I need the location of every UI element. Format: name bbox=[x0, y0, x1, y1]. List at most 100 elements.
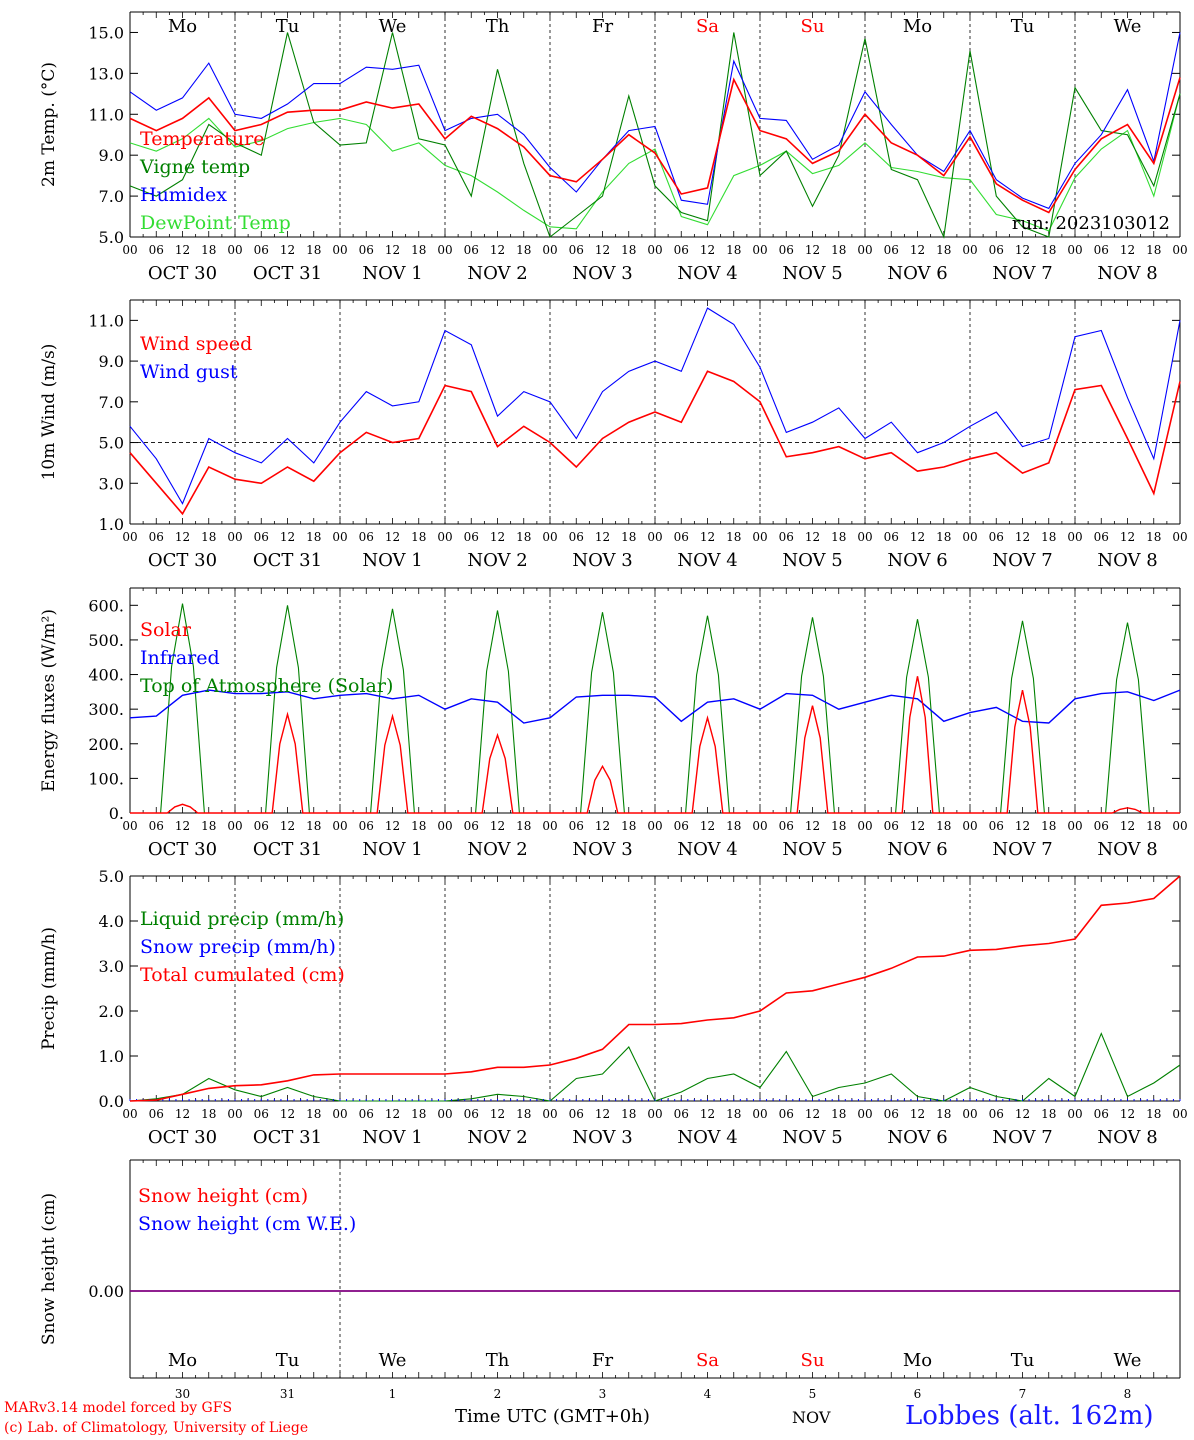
legend-entry: DewPoint Temp bbox=[140, 212, 291, 234]
hour-label: 18 bbox=[831, 243, 846, 257]
hour-label: 18 bbox=[411, 243, 426, 257]
day-number-label: 1 bbox=[389, 1387, 397, 1401]
hour-label: 12 bbox=[700, 243, 715, 257]
y-tick-label: 0.00 bbox=[88, 1282, 124, 1301]
panel-4: 0.0 1.0 2.0 3.0 4.0 5.0 Precip (mm/h) 00 06 12 18 O… bbox=[39, 867, 1188, 1148]
legend-entry: Wind gust bbox=[140, 361, 238, 383]
date-label: NOV 2 bbox=[467, 839, 527, 860]
hour-label: 00 bbox=[1067, 1107, 1082, 1121]
weekday-label: Mo bbox=[168, 16, 197, 37]
hour-label: 00 bbox=[437, 530, 452, 544]
hour-label: 00 bbox=[122, 819, 137, 833]
hour-label: 18 bbox=[306, 1107, 321, 1121]
series-line-total-cumulated bbox=[129, 875, 1181, 1102]
hour-label: 06 bbox=[674, 530, 689, 544]
day-number-label: 8 bbox=[1124, 1387, 1132, 1401]
y-tick-label: 2.0 bbox=[99, 1002, 124, 1021]
hour-label: 00 bbox=[857, 530, 872, 544]
hour-label: 12 bbox=[910, 819, 925, 833]
hour-label: 06 bbox=[464, 1107, 479, 1121]
hour-label: 00 bbox=[437, 1107, 452, 1121]
station-label: Lobbes (alt. 162m) bbox=[905, 1401, 1154, 1431]
hour-label: 18 bbox=[1146, 1107, 1161, 1121]
time-axis-title: Time UTC (GMT+0h) bbox=[455, 1406, 650, 1427]
hour-label: 06 bbox=[779, 1107, 794, 1121]
date-label: NOV 6 bbox=[887, 263, 947, 284]
day-number-label: 31 bbox=[280, 1387, 295, 1401]
hour-label: 12 bbox=[595, 1107, 610, 1121]
date-label: OCT 31 bbox=[253, 550, 322, 571]
hour-label: 00 bbox=[962, 819, 977, 833]
date-label: NOV 5 bbox=[782, 263, 842, 284]
hour-label: 00 bbox=[962, 243, 977, 257]
hour-label: 00 bbox=[647, 530, 662, 544]
hour-label: 00 bbox=[857, 819, 872, 833]
hour-label: 12 bbox=[910, 243, 925, 257]
date-label: NOV 6 bbox=[887, 550, 947, 571]
y-tick-label: 300. bbox=[88, 700, 124, 719]
legend-entry: Snow height (cm W.E.) bbox=[138, 1213, 356, 1235]
hour-label: 18 bbox=[726, 819, 741, 833]
hour-label: 00 bbox=[1067, 530, 1082, 544]
y-tick-label: 400. bbox=[88, 666, 124, 685]
legend-entry: Total cumulated (cm) bbox=[140, 964, 345, 986]
date-label: NOV 1 bbox=[362, 263, 422, 284]
y-axis-title: 10m Wind (m/s) bbox=[39, 344, 59, 481]
weekday-label: Tu bbox=[1011, 16, 1035, 37]
weekday-label: We bbox=[379, 1350, 407, 1371]
hour-label: 00 bbox=[1172, 1107, 1187, 1121]
hour-label: 00 bbox=[1172, 819, 1187, 833]
date-label: NOV 4 bbox=[677, 263, 737, 284]
hour-label: 00 bbox=[227, 819, 242, 833]
hour-label: 18 bbox=[201, 243, 216, 257]
hour-label: 12 bbox=[175, 1107, 190, 1121]
lab-credit: (c) Lab. of Climatology, University of L… bbox=[4, 1420, 309, 1436]
hour-label: 18 bbox=[1146, 819, 1161, 833]
y-tick-label: 9.0 bbox=[99, 352, 124, 371]
hour-label: 12 bbox=[1120, 819, 1135, 833]
hour-label: 06 bbox=[989, 1107, 1004, 1121]
hour-label: 18 bbox=[516, 1107, 531, 1121]
hour-label: 18 bbox=[516, 819, 531, 833]
date-label: OCT 30 bbox=[148, 1127, 217, 1148]
hour-label: 12 bbox=[385, 530, 400, 544]
day-number-label: 3 bbox=[599, 1387, 607, 1401]
hour-label: 18 bbox=[1041, 530, 1056, 544]
run-label: run: 2023103012 bbox=[1012, 213, 1170, 234]
hour-label: 00 bbox=[752, 530, 767, 544]
hour-label: 18 bbox=[1041, 243, 1056, 257]
y-axis-title: Snow height (cm) bbox=[39, 1193, 59, 1345]
hour-label: 12 bbox=[490, 1107, 505, 1121]
hour-label: 06 bbox=[149, 530, 164, 544]
y-tick-label: 7.0 bbox=[99, 187, 124, 206]
weekday-label: We bbox=[1114, 1350, 1142, 1371]
date-label: NOV 1 bbox=[362, 1127, 422, 1148]
panel-3: 0. 100. 200. 300. 400. 500. 600. Energy fluxes … bbox=[39, 587, 1188, 860]
date-label: OCT 30 bbox=[148, 839, 217, 860]
hour-label: 18 bbox=[201, 530, 216, 544]
panel-1: 5.0 7.0 9.0 11.0 13.0 15.0 2m Temp. (°C) 00 06 12… bbox=[39, 11, 1188, 284]
hour-label: 06 bbox=[569, 1107, 584, 1121]
y-tick-label: 11.0 bbox=[88, 105, 124, 124]
hour-label: 00 bbox=[1067, 243, 1082, 257]
hour-label: 12 bbox=[490, 819, 505, 833]
hour-label: 12 bbox=[280, 819, 295, 833]
hour-label: 18 bbox=[411, 530, 426, 544]
weekday-label: We bbox=[379, 16, 407, 37]
series-line-humidex bbox=[129, 32, 1181, 210]
hour-label: 12 bbox=[175, 243, 190, 257]
hour-label: 12 bbox=[175, 819, 190, 833]
hour-label: 00 bbox=[752, 1107, 767, 1121]
hour-label: 12 bbox=[1120, 1107, 1135, 1121]
hour-label: 18 bbox=[831, 530, 846, 544]
hour-label: 12 bbox=[910, 530, 925, 544]
y-tick-label: 5.0 bbox=[99, 867, 124, 886]
weekday-label: Th bbox=[486, 16, 510, 37]
y-tick-label: 5.0 bbox=[99, 434, 124, 453]
weekday-label: Tu bbox=[276, 1350, 300, 1371]
hour-label: 00 bbox=[542, 1107, 557, 1121]
weekday-label: Mo bbox=[903, 16, 932, 37]
weekday-label: Fr bbox=[592, 16, 613, 37]
date-label: NOV 1 bbox=[362, 839, 422, 860]
hour-label: 06 bbox=[149, 1107, 164, 1121]
